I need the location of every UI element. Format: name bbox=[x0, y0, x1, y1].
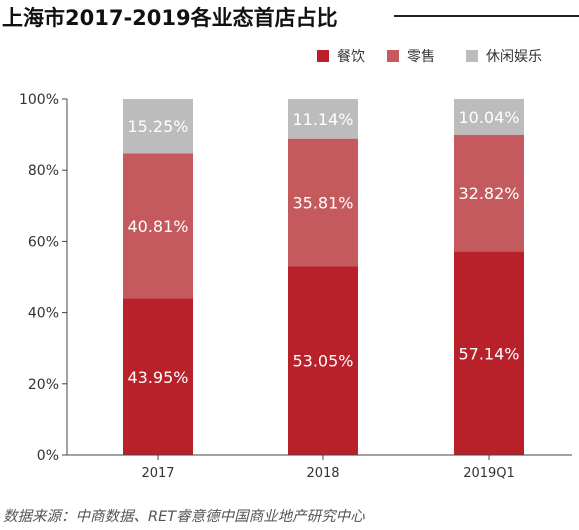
y-tick-label: 80% bbox=[28, 163, 59, 179]
data-label: 57.14% bbox=[458, 344, 519, 363]
legend-swatch bbox=[466, 50, 478, 62]
x-tick-label: 2017 bbox=[141, 466, 174, 481]
data-label: 35.81% bbox=[292, 193, 353, 212]
y-tick-label: 60% bbox=[28, 234, 59, 250]
source-note: 数据来源：中商数据、RET睿意德中国商业地产研究中心 bbox=[3, 505, 365, 526]
x-tick-label: 2019Q1 bbox=[463, 466, 515, 481]
y-axis: 0% 20% 40% 60% 80% 100% bbox=[19, 92, 67, 464]
y-tick-label: 0% bbox=[37, 448, 59, 464]
x-axis: 2017 2018 2019Q1 bbox=[67, 455, 572, 481]
x-tick-label: 2018 bbox=[306, 466, 339, 481]
data-label: 53.05% bbox=[292, 352, 353, 371]
legend-label: 休闲娱乐 bbox=[486, 49, 542, 65]
data-label: 10.04% bbox=[458, 108, 519, 127]
legend-swatch bbox=[317, 50, 329, 62]
legend-label: 零售 bbox=[407, 49, 435, 65]
data-label: 15.25% bbox=[127, 117, 188, 136]
y-tick-label: 20% bbox=[28, 377, 59, 393]
data-label: 32.82% bbox=[458, 184, 519, 203]
data-label: 40.81% bbox=[127, 217, 188, 236]
y-tick-label: 40% bbox=[28, 306, 59, 322]
y-tick-label: 100% bbox=[19, 92, 59, 108]
data-label: 43.95% bbox=[127, 368, 188, 387]
legend-swatch bbox=[387, 50, 399, 62]
legend-label: 餐饮 bbox=[337, 49, 365, 65]
bars: 43.95% 40.81% 15.25% 53.05% 35.81% 11.14% 57.1… bbox=[123, 99, 524, 455]
data-label: 11.14% bbox=[292, 110, 353, 129]
legend: 餐饮 零售 休闲娱乐 bbox=[317, 49, 542, 65]
stacked-bar-chart: 餐饮 零售 休闲娱乐 0% 20% 40% 60% 80% 100% 43.95% 40.81%… bbox=[0, 0, 579, 500]
